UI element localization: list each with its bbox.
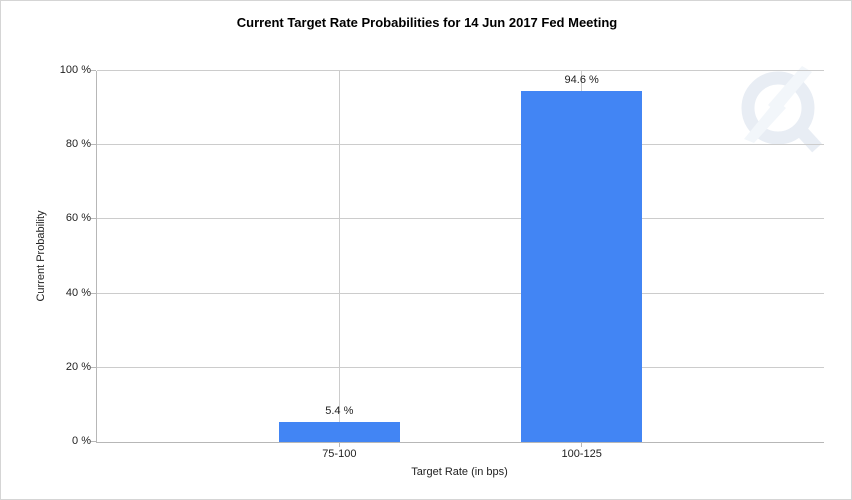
gridline-vertical	[338, 71, 340, 442]
plot-area: 5.4 % 94.6 %	[91, 70, 824, 447]
y-tick-label: 100 %	[59, 64, 91, 76]
x-tick-label: 100-125	[561, 448, 602, 460]
x-axis-tick	[338, 443, 340, 447]
x-tick-label: 75-100	[322, 448, 357, 460]
bar-value-label: 94.6 %	[564, 74, 599, 86]
bar-75-100	[278, 422, 400, 442]
y-axis-tick	[91, 292, 96, 294]
y-axis-tick	[91, 70, 96, 71]
y-tick-label: 20 %	[65, 360, 91, 373]
y-axis-tick	[91, 144, 96, 146]
x-axis-title: Target Rate (in bps)	[411, 466, 508, 478]
y-axis-tick	[91, 441, 96, 442]
q-lightning-logo-icon	[741, 66, 822, 153]
gridline-horizontal	[97, 218, 824, 220]
y-axis-tick	[91, 218, 96, 220]
y-axis-tick	[91, 366, 96, 368]
y-tick-label: 60 %	[65, 212, 91, 225]
bar-value-label: 5.4 %	[325, 405, 354, 417]
y-tick-label: 80 %	[65, 138, 91, 151]
x-axis-tick	[581, 443, 583, 447]
gridline-horizontal	[97, 144, 824, 146]
bar-100-125	[521, 91, 643, 442]
gridline-horizontal	[97, 366, 824, 368]
chart-title: Current Target Rate Probabilities for 14…	[236, 15, 618, 30]
gridline-horizontal	[97, 292, 824, 294]
y-tick-label: 40 %	[65, 286, 91, 299]
gridline-horizontal	[97, 70, 824, 71]
y-tick-label: 0 %	[72, 435, 91, 447]
